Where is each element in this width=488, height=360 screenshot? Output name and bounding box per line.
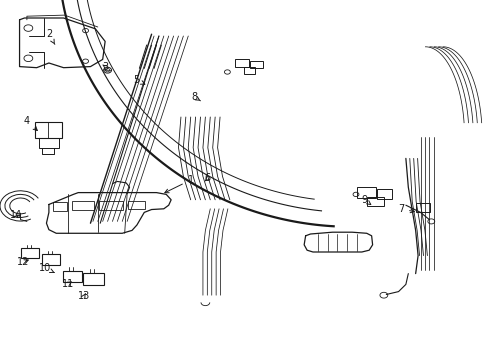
Text: 4: 4	[24, 116, 37, 131]
Text: 9: 9	[361, 195, 370, 205]
Bar	[41, 254, 60, 265]
Bar	[99, 201, 122, 210]
Bar	[20, 248, 39, 258]
Bar	[128, 201, 145, 209]
Bar	[62, 271, 82, 282]
Text: 12: 12	[17, 257, 30, 267]
Bar	[39, 138, 59, 148]
Bar	[83, 273, 103, 285]
Text: 13: 13	[78, 291, 90, 301]
Text: 14: 14	[9, 210, 22, 220]
Text: 2: 2	[46, 29, 55, 44]
Text: 3: 3	[102, 62, 108, 72]
Bar	[356, 187, 375, 198]
Bar	[376, 189, 391, 199]
Bar	[35, 122, 62, 138]
Text: 11: 11	[62, 279, 75, 289]
Bar	[244, 67, 255, 74]
Text: 8: 8	[191, 92, 200, 102]
Text: 10: 10	[39, 263, 54, 273]
Bar	[250, 61, 262, 68]
Bar	[366, 197, 383, 206]
Bar	[234, 59, 249, 67]
Text: 1: 1	[164, 175, 193, 193]
Bar	[72, 201, 94, 210]
Text: 5: 5	[133, 75, 144, 85]
Bar	[415, 203, 429, 212]
Text: 7: 7	[397, 204, 413, 214]
Bar	[53, 202, 67, 211]
Text: 6: 6	[204, 173, 210, 183]
